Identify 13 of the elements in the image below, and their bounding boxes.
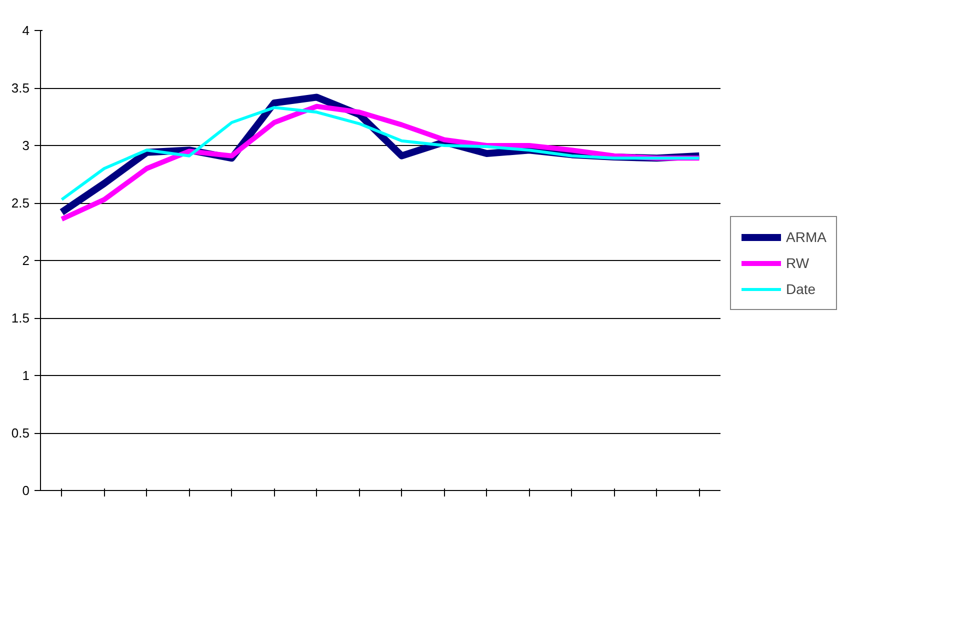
y-tick-label: 3.5 [11,80,30,96]
y-tick-label: 2 [22,253,30,268]
legend-label: Date [786,281,816,297]
line-series [60,106,701,202]
y-tick-label: 3 [22,138,30,153]
y-tick-label: 4 [22,23,30,38]
legend-label: RW [786,255,810,271]
legend-label: ARMA [786,229,826,245]
y-tick-label: 1 [22,368,30,383]
y-tick-label: 0 [22,483,30,498]
y-tick-label: 2.5 [11,196,30,210]
y-tick-label: 1.5 [11,310,30,326]
y-tick-label: 0.5 [11,426,30,440]
